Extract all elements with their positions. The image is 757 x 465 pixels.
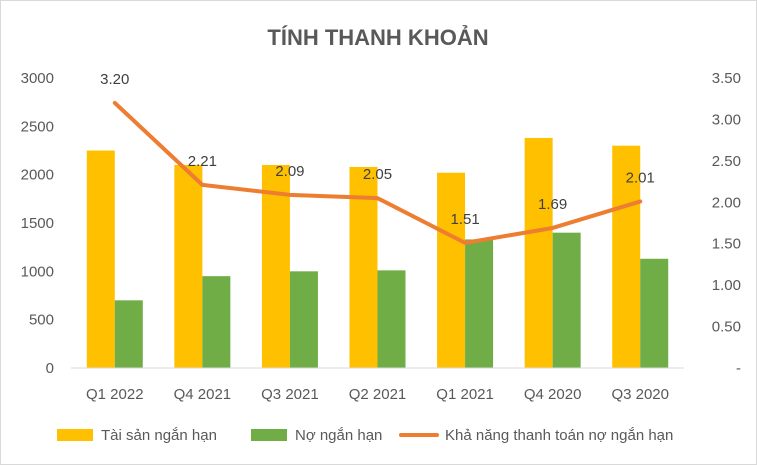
bars (86, 137, 669, 368)
left-axis-tick: 2000 (21, 167, 54, 184)
right-axis-tick: 0.50 (712, 319, 741, 336)
no-bar (289, 271, 318, 368)
ratio-line (112, 100, 643, 245)
no-bar (377, 270, 406, 368)
no-bar (465, 239, 494, 368)
right-axis-tick: 1.00 (712, 277, 741, 294)
ratio-data-label: 2.05 (363, 166, 392, 183)
no-bar (640, 258, 669, 368)
left-axis-ticks: 0 500 1000 1500 2000 2500 3000 (21, 70, 54, 377)
x-axis-tick: Q1 2022 (86, 386, 144, 403)
left-axis-tick: 3000 (21, 70, 54, 87)
left-axis-tick: 0 (46, 360, 54, 377)
left-axis-tick: 2500 (21, 118, 54, 135)
ratio-data-label: 2.01 (626, 169, 655, 186)
right-axis-tick: 2.50 (712, 153, 741, 170)
tai-san-bar (349, 166, 378, 368)
legend-label: Nợ ngắn hạn (295, 427, 382, 444)
x-axis-tick: Q4 2021 (174, 386, 232, 403)
legend-label: Tài sản ngắn hạn (101, 427, 217, 444)
ratio-data-label: 2.09 (275, 163, 304, 180)
chart-title: TÍNH THANH KHOẢN (267, 25, 488, 50)
no-bar (114, 300, 143, 368)
right-axis-ticks: - 0.50 1.00 1.50 2.00 2.50 3.00 3.50 (712, 70, 741, 377)
right-axis-tick: 3.50 (712, 70, 741, 87)
legend-swatch (251, 429, 287, 441)
tai-san-bar (524, 137, 553, 368)
legend-swatch (57, 429, 93, 441)
x-axis-ticks: Q1 2022 Q4 2021 Q3 2021 Q2 2021 Q1 2021 Q4 20… (86, 386, 669, 403)
ratio-data-label: 2.21 (188, 153, 217, 170)
right-axis-tick: 2.00 (712, 194, 741, 211)
tai-san-bar (174, 165, 203, 368)
right-axis-tick: 3.00 (712, 111, 741, 128)
right-axis-tick: - (736, 360, 741, 377)
ratio-line-path (112, 100, 643, 245)
tai-san-bar (261, 165, 290, 368)
tai-san-bar (612, 145, 641, 368)
x-axis-tick: Q4 2020 (524, 386, 582, 403)
ratio-data-labels: 3.20 2.21 2.09 2.05 1.51 1.69 2.01 (100, 71, 655, 228)
tai-san-bar (437, 172, 466, 368)
x-axis-tick: Q2 2021 (349, 386, 407, 403)
x-axis-tick: Q1 2021 (436, 386, 494, 403)
no-bar (552, 232, 581, 368)
right-axis-tick: 1.50 (712, 236, 741, 253)
x-axis-tick: Q3 2021 (261, 386, 319, 403)
x-axis-tick: Q3 2020 (611, 386, 669, 403)
left-axis-tick: 1500 (21, 215, 54, 232)
legend-label: Khả năng thanh toán nợ ngắn hạn (445, 427, 673, 444)
tai-san-bar (86, 150, 115, 368)
left-axis-tick: 500 (29, 312, 54, 329)
ratio-data-label: 3.20 (100, 71, 129, 88)
ratio-data-label: 1.69 (538, 196, 567, 213)
ratio-data-label: 1.51 (450, 211, 479, 228)
no-bar (202, 276, 231, 368)
left-axis-tick: 1000 (21, 263, 54, 280)
legend: Tài sản ngắn hạn Nợ ngắn hạn Khả năng than… (57, 427, 673, 444)
